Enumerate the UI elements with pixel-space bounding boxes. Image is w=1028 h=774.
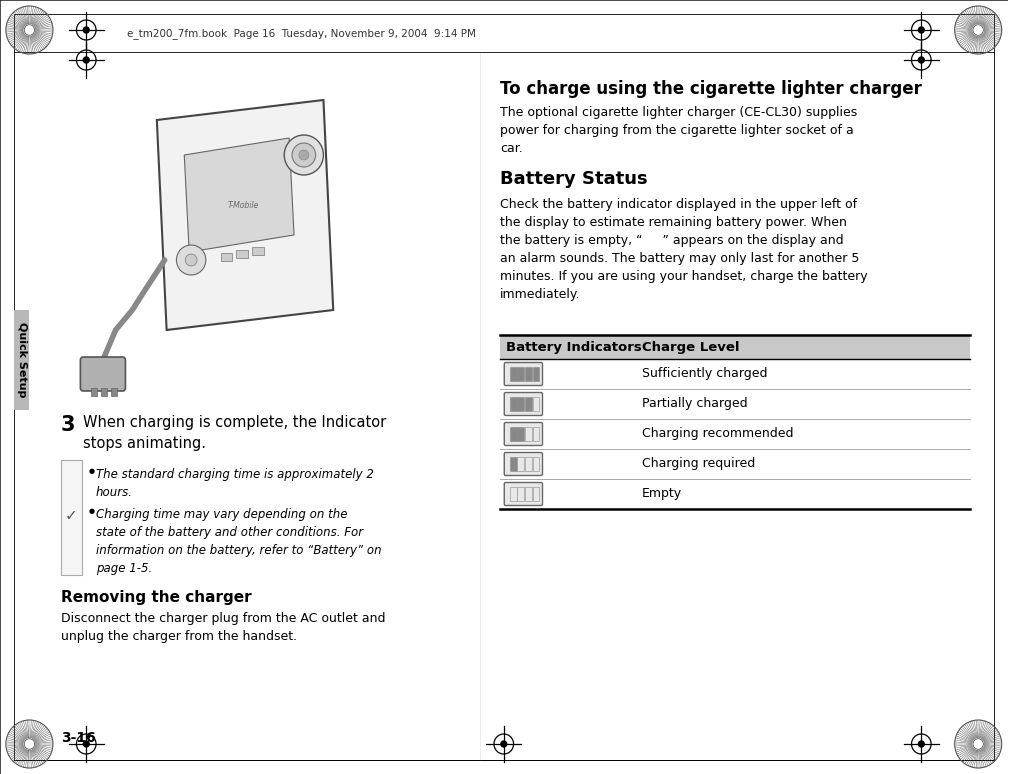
Text: Charging required: Charging required [642, 457, 756, 471]
Text: ✓: ✓ [65, 509, 78, 523]
FancyBboxPatch shape [505, 482, 543, 505]
Circle shape [299, 150, 308, 160]
Bar [533, 397, 540, 411]
Text: Charge Level: Charge Level [642, 341, 739, 354]
Text: Partially charged: Partially charged [642, 398, 747, 410]
Bar [525, 487, 531, 501]
Text: e_tm200_7fm.book  Page 16  Tuesday, November 9, 2004  9:14 PM: e_tm200_7fm.book Page 16 Tuesday, Novemb… [127, 29, 476, 39]
Circle shape [918, 741, 924, 747]
Bar [525, 367, 531, 381]
Circle shape [25, 738, 35, 749]
Circle shape [185, 254, 197, 266]
Circle shape [83, 741, 89, 747]
Text: 3: 3 [61, 415, 75, 435]
Circle shape [83, 57, 89, 63]
Bar [61, 460, 82, 575]
Polygon shape [184, 138, 294, 252]
Bar [517, 427, 524, 441]
FancyBboxPatch shape [505, 423, 543, 446]
Circle shape [918, 27, 924, 33]
Bar [510, 487, 516, 501]
Text: Battery Status: Battery Status [500, 170, 648, 188]
Text: Charging recommended: Charging recommended [642, 427, 794, 440]
FancyBboxPatch shape [505, 362, 543, 385]
Bar [510, 457, 516, 471]
Circle shape [292, 143, 316, 167]
Text: To charge using the cigarette lighter charger: To charge using the cigarette lighter ch… [500, 80, 922, 98]
Text: When charging is complete, the Indicator
stops animating.: When charging is complete, the Indicator… [83, 415, 387, 451]
Circle shape [177, 245, 206, 275]
Text: T-Mobile: T-Mobile [227, 200, 259, 210]
Bar [111, 388, 116, 396]
Text: 3-16: 3-16 [61, 731, 96, 745]
Text: Disconnect the charger plug from the AC outlet and
unplug the charger from the h: Disconnect the charger plug from the AC … [61, 612, 386, 643]
Bar [510, 427, 516, 441]
Text: The optional cigarette lighter charger (CE-CL30) supplies
power for charging fro: The optional cigarette lighter charger (… [500, 106, 857, 155]
Bar [236, 250, 248, 258]
Bar [533, 487, 540, 501]
Bar [91, 388, 97, 396]
Circle shape [918, 57, 924, 63]
Bar [525, 397, 531, 411]
Text: Check the battery indicator displayed in the upper left of
the display to estima: Check the battery indicator displayed in… [500, 198, 868, 301]
Circle shape [284, 135, 324, 175]
Bar [510, 367, 516, 381]
Bar [517, 397, 524, 411]
Bar [525, 457, 531, 471]
Text: Sufficiently charged: Sufficiently charged [642, 368, 768, 381]
Text: Removing the charger: Removing the charger [61, 590, 252, 605]
Text: Quick Setup: Quick Setup [16, 322, 27, 398]
Bar [510, 397, 516, 411]
Circle shape [501, 741, 507, 747]
Bar [500, 335, 970, 359]
FancyBboxPatch shape [505, 392, 543, 416]
Bar [533, 457, 540, 471]
Circle shape [25, 25, 35, 36]
Text: The standard charging time is approximately 2
hours.: The standard charging time is approximat… [96, 468, 374, 499]
Bar [533, 367, 540, 381]
Text: Charging time may vary depending on the
state of the battery and other condition: Charging time may vary depending on the … [96, 508, 381, 575]
FancyBboxPatch shape [505, 453, 543, 475]
Bar [252, 247, 263, 255]
Bar [13, 310, 30, 410]
Text: Battery Indicators: Battery Indicators [506, 341, 641, 354]
Bar [517, 457, 524, 471]
Bar [517, 487, 524, 501]
Polygon shape [157, 100, 333, 330]
Bar [525, 427, 531, 441]
Text: Empty: Empty [642, 488, 683, 501]
FancyBboxPatch shape [80, 357, 125, 391]
Circle shape [972, 25, 984, 36]
Bar [517, 367, 524, 381]
Circle shape [972, 738, 984, 749]
Bar [221, 253, 232, 261]
Circle shape [83, 27, 89, 33]
Text: ●: ● [88, 468, 95, 474]
Bar [533, 427, 540, 441]
Text: ●: ● [88, 508, 95, 514]
Bar [101, 388, 107, 396]
